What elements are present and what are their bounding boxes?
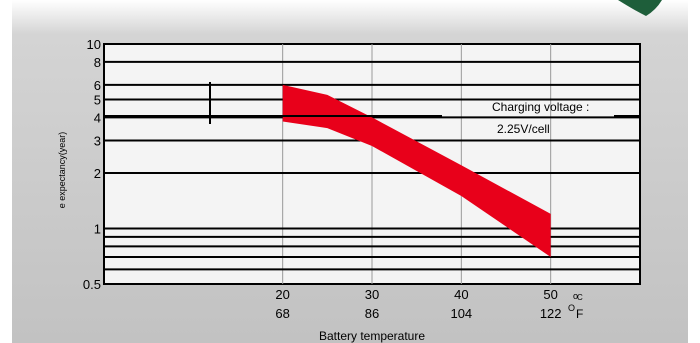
x-tick-label-fahrenheit: 86 [365,306,379,321]
y-axis-label: e expectancy(year) [57,132,67,209]
y-tick-label: 1 [94,221,101,236]
x-tick-label-fahrenheit: 68 [275,306,289,321]
leaf-decoration [618,0,662,16]
x-tick-label-celsius: 30 [365,287,379,302]
y-tick-label: 10 [87,37,101,52]
fahrenheit-unit-label: F [576,307,583,321]
life-expectancy-band [282,84,551,258]
x-tick-label-fahrenheit: 122 [540,306,562,321]
y-tick-label: 3 [94,133,101,148]
y-tick-labels: 0.5 1 2 3 4 56 8 10 [83,37,101,292]
celsius-degree-mark: o [573,291,578,301]
x-tick-label-celsius: 50 [543,287,557,302]
y-tick-label: 2 [94,166,101,181]
annotation-voltage-value: 2.25V/cell [497,122,550,136]
x-tick-label-celsius: 40 [454,287,468,302]
fahrenheit-degree-mark: O [568,303,575,313]
x-tick-label-celsius: 20 [275,287,289,302]
x-axis-label: Battery temperature [319,329,425,343]
y-tick-label: 8 [94,55,101,70]
celsius-unit-label: C [577,293,583,302]
band-area [282,84,551,258]
y-tick-label: 6 [94,78,101,93]
x-tick-label-fahrenheit: 104 [450,306,472,321]
annotation-charging-voltage: Charging voltage : [492,100,589,114]
x-tick-labels: 20 68 30 86 40 104 50 122 [275,287,561,321]
y-tick-label: 5 [94,93,101,108]
y-tick-label: 0.5 [83,277,101,292]
y-tick-label: 4 [94,110,101,125]
